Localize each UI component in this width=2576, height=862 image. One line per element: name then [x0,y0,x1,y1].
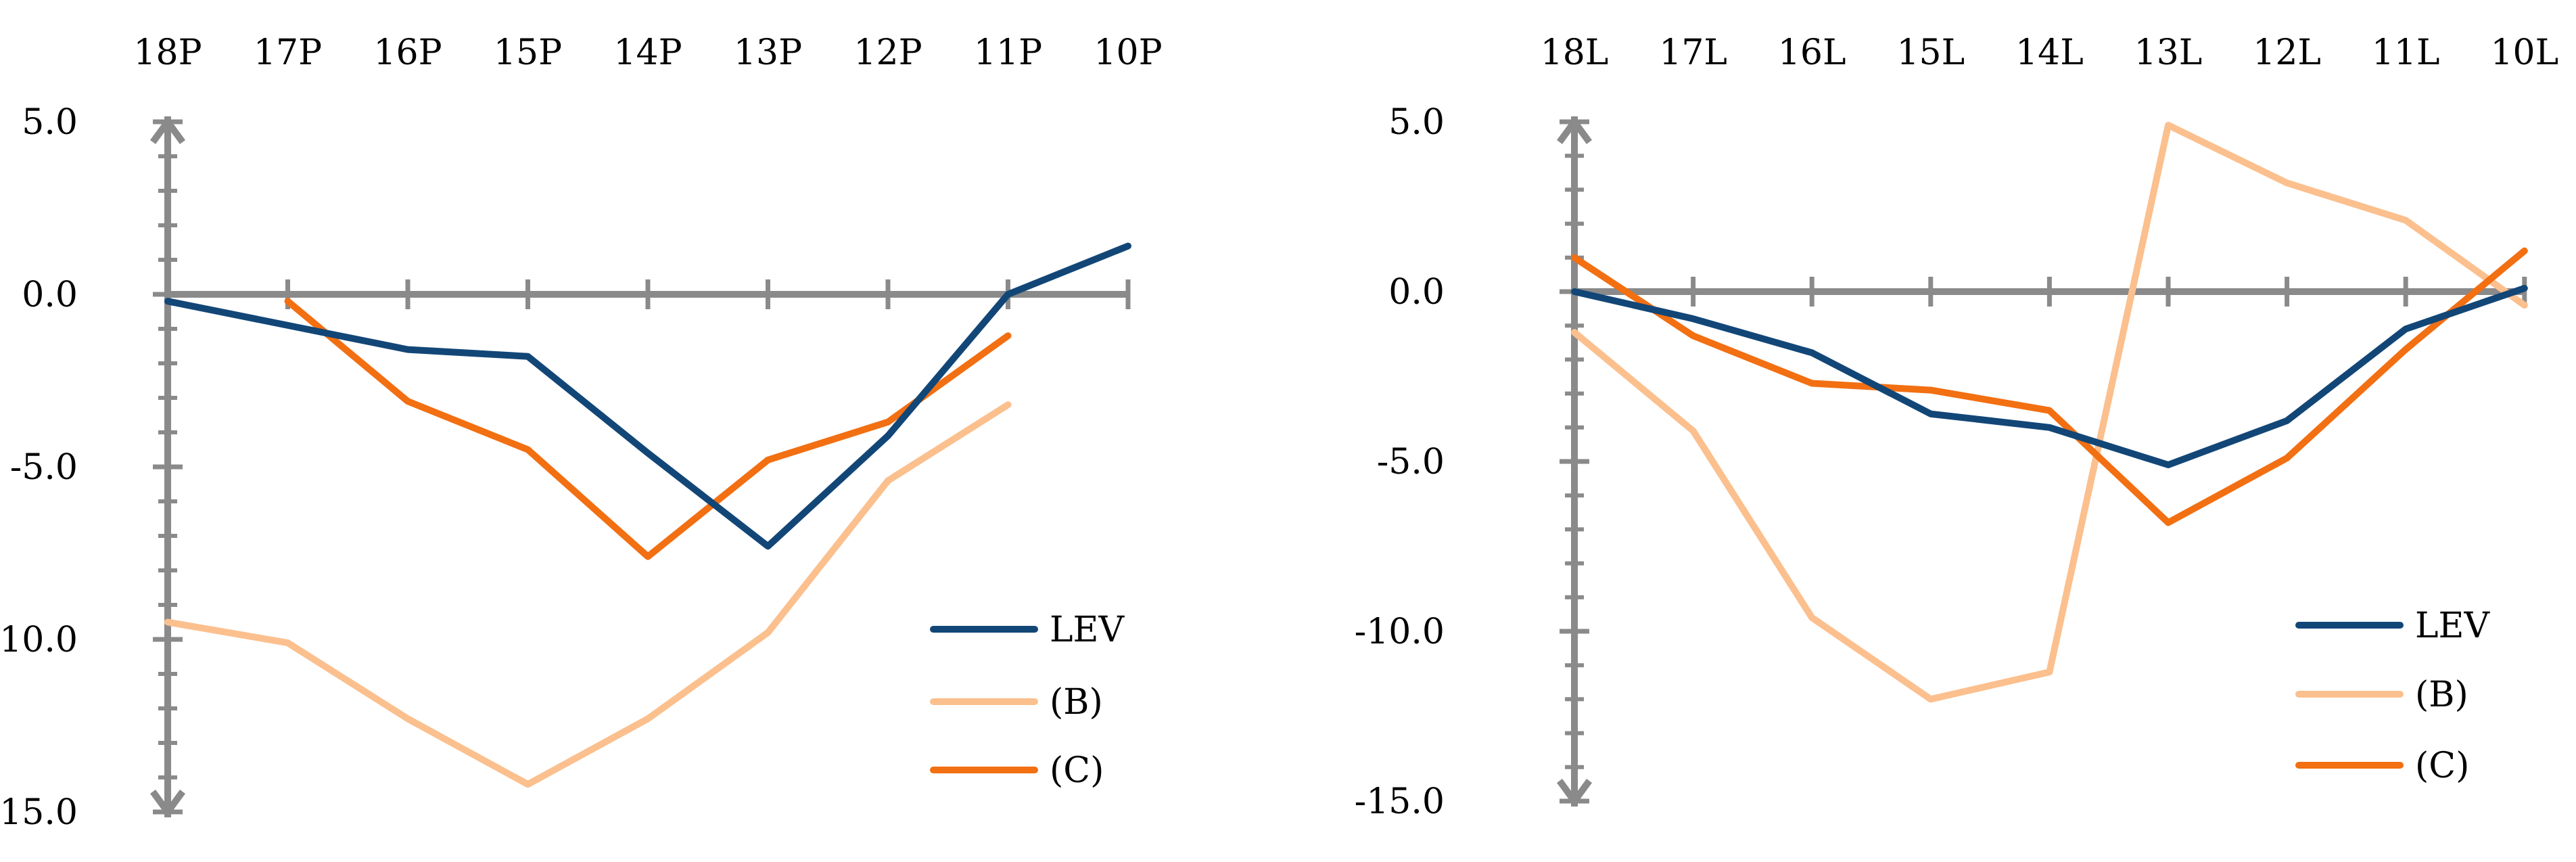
chart-right: 5.0 0.0 -5.0 -10.0 -15.0 18L 17L 16L 15L 14L 13L 12… [1355,32,2559,822]
right-y-tick-label: -10.0 [1355,612,1445,652]
right-legend-label-lev: LEV [2415,606,2490,646]
left-category-label: 10P [1094,32,1162,73]
right-category-label: 16L [1778,32,1846,73]
right-y-tick-label: -5.0 [1377,442,1445,482]
left-category-label: 11P [974,32,1042,73]
right-category-label: 11L [2372,32,2440,73]
right-category-label: 15L [1896,32,1965,73]
left-y-tick-label: 0.0 [22,275,78,315]
left-series-c-line [284,298,1012,560]
left-category-label: 16P [373,32,442,73]
right-y-tick-label: 0.0 [1388,272,1445,313]
left-legend-label-lev: LEV [1050,610,1125,650]
left-category-label: 18P [133,32,202,73]
right-category-label: 14L [2015,32,2084,73]
left-y-tick-label: -10.0 [0,620,78,660]
right-series-c-line [1571,247,2528,526]
right-category-label: 18L [1541,32,1609,73]
right-category-label: 13L [2134,32,2203,73]
right-y-tick-label: 5.0 [1388,102,1445,143]
left-category-label: 17P [254,32,322,73]
right-legend-label-b: (B) [2415,675,2468,715]
left-category-label: 15P [494,32,562,73]
left-y-tick-label: 5.0 [22,102,78,143]
right-legend-label-c: (C) [2415,746,2469,786]
right-category-label: 12L [2253,32,2321,73]
left-series-lev-line [164,242,1131,550]
left-category-label: 12P [853,32,922,73]
left-category-label: 13P [734,32,802,73]
right-category-label: 10L [2490,32,2558,73]
left-legend-label-c: (C) [1050,750,1104,791]
left-legend-label-b: (B) [1050,682,1103,723]
right-series-lev-line [1571,284,2528,469]
left-series-b-line [164,401,1012,788]
left-category-label: 14P [613,32,682,73]
left-y-tick-label: -5.0 [10,447,78,488]
right-category-label: 17L [1659,32,1727,73]
right-series-b-line [1571,122,2528,703]
chart-left: 5.0 0.0 -5.0 -10.0 -15.0 18P 17P 16P 15P 14P 13P 12… [0,32,1163,833]
left-y-tick-label: -15.0 [0,792,78,833]
right-y-tick-label: -15.0 [1355,781,1445,822]
